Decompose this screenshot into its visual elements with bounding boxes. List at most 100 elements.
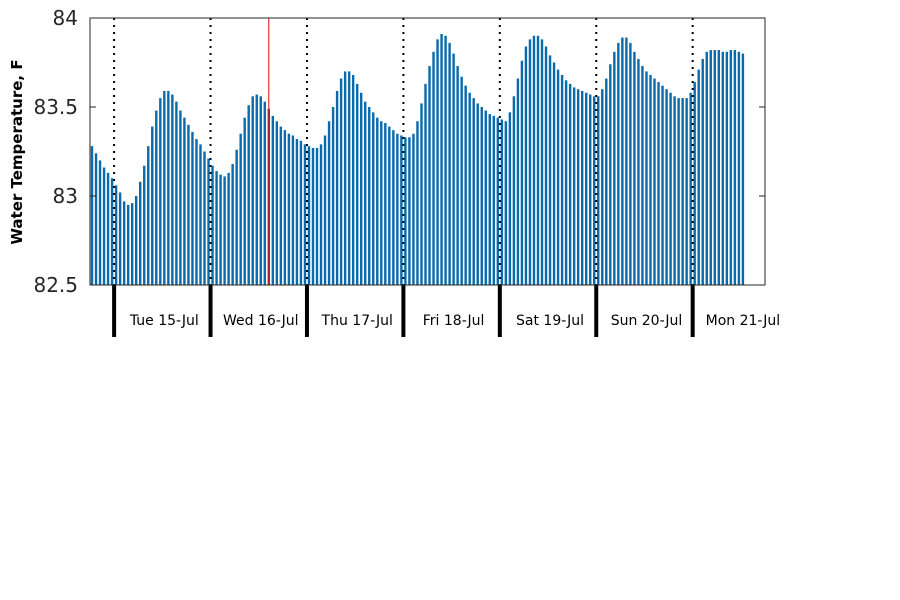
bar-hour-98: [484, 110, 487, 285]
bar-hour-27: [199, 144, 202, 285]
bar-hour-58: [323, 135, 327, 285]
bar-hour-92: [460, 76, 463, 286]
bar-hour-148: [685, 98, 688, 285]
bar-hour-102: [500, 119, 504, 286]
bar-hour-112: [540, 39, 544, 285]
bar-hour-145: [673, 96, 676, 285]
bar-hour-0: [90, 146, 94, 285]
bar-hour-34: [227, 172, 230, 285]
bar-hour-135: [633, 51, 636, 285]
bar-hour-119: [568, 83, 572, 285]
bar-hour-89: [448, 42, 451, 285]
bar-hour-56: [315, 147, 319, 285]
bar-hour-121: [576, 89, 580, 285]
x-day-label-2: Thu 17-Jul: [321, 313, 393, 329]
bar-hour-43: [263, 101, 266, 285]
bar-hour-50: [291, 135, 295, 285]
bar-hour-99: [488, 114, 491, 286]
bar-hour-36: [235, 149, 238, 285]
bar-hour-31: [215, 171, 218, 285]
bar-hour-96: [476, 103, 479, 285]
bar-hour-134: [629, 42, 632, 285]
bar-hour-5: [110, 178, 114, 285]
bar-hour-22: [179, 110, 182, 285]
bar-hour-107: [520, 60, 524, 285]
bar-hour-37: [239, 133, 242, 285]
bar-hour-28: [203, 151, 206, 285]
bar-hour-90: [452, 53, 455, 285]
bar-hour-132: [621, 37, 624, 285]
x-day-label-4: Sat 19-Jul: [516, 313, 584, 329]
bar-hour-137: [641, 66, 644, 285]
bar-hour-143: [665, 89, 668, 285]
bar-hour-39: [247, 105, 250, 285]
bar-hour-6: [114, 185, 118, 285]
bar-hour-49: [287, 133, 291, 285]
bar-hour-110: [532, 35, 536, 285]
bar-hour-146: [677, 98, 680, 285]
bar-hour-33: [223, 176, 226, 285]
bar-hour-7: [118, 192, 122, 285]
bar-hour-25: [191, 131, 194, 285]
bar-hour-38: [243, 117, 246, 286]
bar-hour-127: [601, 89, 604, 285]
x-day-label-0: Tue 15-Jul: [129, 313, 199, 329]
bar-hour-64: [347, 71, 351, 286]
bar-hour-151: [697, 69, 700, 286]
bar-hour-9: [126, 204, 130, 285]
bar-hour-26: [195, 139, 198, 285]
bar-hour-73: [384, 123, 387, 286]
plot-area-frame: [89, 17, 766, 286]
bar-hour-41: [255, 94, 258, 285]
bar-hour-8: [122, 201, 126, 285]
bar-hour-115: [552, 62, 556, 285]
bar-hour-147: [681, 98, 684, 285]
bar-hour-53: [303, 144, 307, 285]
bar-hour-122: [580, 90, 584, 285]
bar-hour-40: [251, 96, 254, 285]
bar-hour-18: [163, 90, 166, 285]
bar-hour-79: [408, 137, 411, 285]
bar-hour-47: [279, 126, 283, 285]
bar-hour-16: [155, 110, 158, 285]
bar-hour-80: [412, 133, 415, 285]
bar-hour-155: [713, 50, 716, 285]
bar-hour-129: [609, 64, 612, 285]
bar-hour-3: [102, 167, 106, 285]
bar-hour-149: [689, 92, 692, 285]
y-tick-label-1: 83: [53, 184, 78, 208]
bar-hour-60: [331, 107, 335, 285]
bar-hour-123: [585, 92, 588, 285]
bar-hour-59: [327, 121, 331, 286]
bar-hour-160: [733, 50, 737, 285]
bar-hour-66: [355, 83, 359, 285]
bar-hour-113: [544, 46, 548, 286]
bar-hour-111: [536, 35, 540, 285]
bar-hour-61: [335, 90, 339, 285]
bar-hour-67: [360, 92, 363, 285]
bar-hour-35: [231, 163, 234, 285]
bar-hour-24: [187, 124, 190, 285]
bar-hour-4: [106, 172, 110, 285]
bar-hour-109: [528, 39, 532, 285]
bar-hour-10: [130, 203, 134, 285]
bar-hour-82: [420, 103, 423, 285]
bar-hour-52: [299, 140, 303, 285]
bar-hour-57: [319, 144, 323, 285]
bar-hour-77: [400, 135, 403, 285]
bar-hour-95: [472, 98, 475, 285]
bar-hour-141: [657, 82, 660, 285]
bar-hour-29: [207, 158, 210, 285]
bar-hour-23: [183, 117, 186, 286]
bar-hour-87: [440, 34, 443, 285]
bar-hour-32: [219, 174, 222, 285]
bar-hour-11: [135, 196, 138, 285]
y-tick-label-3: 84: [53, 6, 78, 30]
bar-hour-54: [307, 146, 311, 285]
bar-hour-51: [295, 139, 299, 285]
bar-hour-158: [725, 51, 729, 285]
bar-hour-91: [456, 66, 459, 285]
bar-hour-71: [376, 117, 379, 286]
bar-hour-120: [572, 87, 576, 285]
x-day-label-1: Wed 16-Jul: [223, 313, 299, 329]
